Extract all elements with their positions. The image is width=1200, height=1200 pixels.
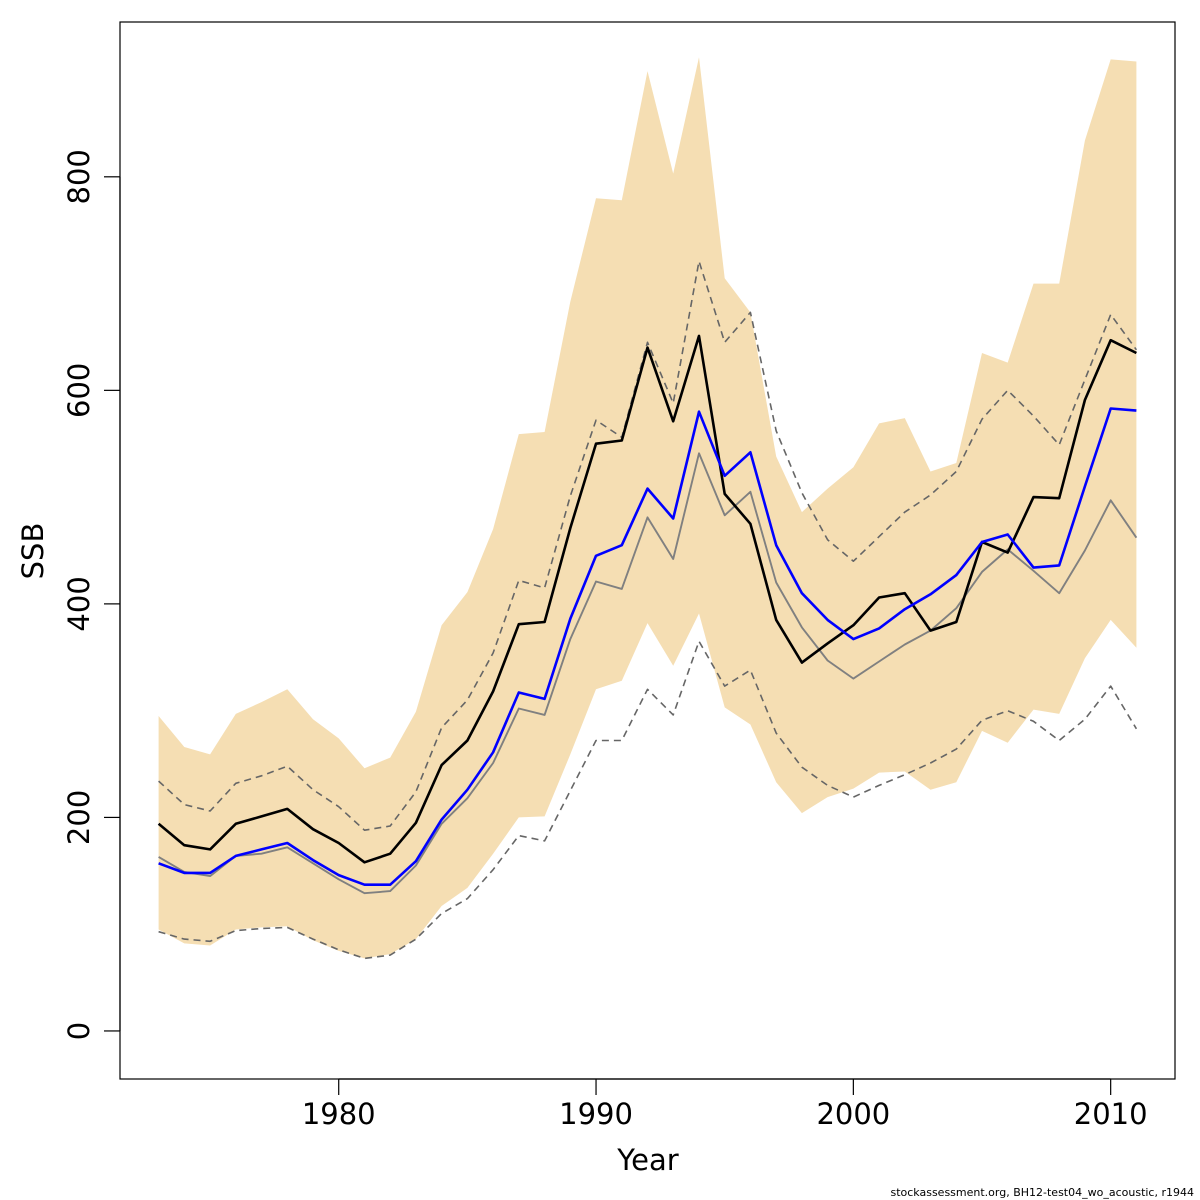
x-tick-label: 2000: [816, 1097, 890, 1131]
upper-dashed-line: [158, 260, 1138, 832]
footnote: stockassessment.org, BH12-test04_wo_acou…: [890, 1186, 1194, 1199]
y-axis: 0 200 400 600 800: [62, 149, 121, 1040]
blue-series-line: [158, 407, 1137, 887]
y-tick-label: 600: [62, 363, 96, 418]
y-tick-label: 200: [62, 790, 96, 845]
lower-dashed-line: [158, 640, 1138, 960]
y-tick-label: 400: [62, 576, 96, 631]
x-axis: 1980 1990 2000 2010: [302, 1078, 1148, 1131]
grey-series-line: [158, 452, 1138, 895]
confidence-band-layer: [158, 57, 1137, 959]
confidence-band: [158, 57, 1137, 959]
series-lines-layer: [157, 260, 1138, 960]
x-axis-label: Year: [616, 1143, 678, 1177]
black-series-line: [157, 334, 1137, 864]
y-axis-label: SSB: [16, 523, 50, 580]
y-tick-label: 800: [62, 149, 96, 204]
y-tick-label: 0: [62, 1022, 96, 1040]
x-tick-label: 1980: [302, 1097, 376, 1131]
x-tick-label: 2010: [1074, 1097, 1148, 1131]
x-tick-label: 1990: [559, 1097, 633, 1131]
